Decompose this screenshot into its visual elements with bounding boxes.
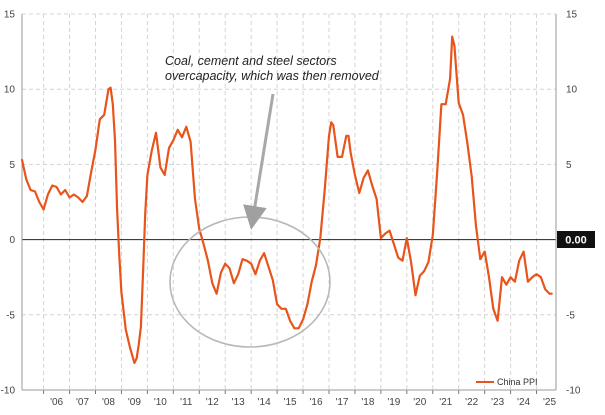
axis-layer: -10-10-5-5005510101515'06'07'08'09'10'11… bbox=[1, 10, 581, 409]
annotation-layer: Coal, cement and steel sectors overcapac… bbox=[165, 54, 380, 348]
y-tick-label-left: 0 bbox=[9, 235, 15, 246]
x-tick-label: '18 bbox=[361, 397, 374, 408]
last-value-badge-bg bbox=[557, 231, 595, 248]
y-tick-label-left: 10 bbox=[4, 85, 16, 96]
y-tick-label-right: 5 bbox=[566, 160, 572, 171]
x-tick-label: '10 bbox=[154, 397, 167, 408]
y-tick-label-left: 15 bbox=[4, 10, 16, 21]
x-tick-label: '07 bbox=[76, 397, 89, 408]
last-value-label: 0.00 bbox=[565, 235, 586, 247]
x-tick-label: '19 bbox=[387, 397, 400, 408]
y-tick-label-left: -5 bbox=[6, 310, 15, 321]
x-tick-label: '06 bbox=[50, 397, 63, 408]
series-line-china-ppi bbox=[20, 35, 553, 364]
x-tick-label: '09 bbox=[128, 397, 141, 408]
x-tick-label: '15 bbox=[284, 397, 297, 408]
y-tick-label-right: -5 bbox=[566, 310, 575, 321]
x-tick-label: '16 bbox=[310, 397, 323, 408]
y-tick-label-right: -10 bbox=[566, 386, 581, 397]
annotation-line-2: overcapacity, which was then removed bbox=[165, 69, 380, 83]
last-value-badge: 0.00 bbox=[557, 231, 595, 248]
x-tick-label: '23 bbox=[491, 397, 504, 408]
y-tick-label-left: -10 bbox=[1, 386, 16, 397]
annotation-arrow bbox=[243, 93, 275, 230]
x-tick-label: '22 bbox=[465, 397, 478, 408]
legend-label-china-ppi: China PPI bbox=[497, 377, 538, 387]
x-tick-label: '08 bbox=[102, 397, 115, 408]
x-tick-label: '20 bbox=[413, 397, 426, 408]
x-tick-label: '13 bbox=[232, 397, 245, 408]
x-tick-label: '14 bbox=[258, 397, 271, 408]
x-tick-label: '12 bbox=[206, 397, 219, 408]
x-tick-label: '17 bbox=[335, 397, 348, 408]
legend: China PPI bbox=[476, 377, 538, 387]
series-layer bbox=[20, 35, 553, 364]
annotation-line-1: Coal, cement and steel sectors bbox=[165, 54, 337, 68]
y-tick-label-left: 5 bbox=[9, 160, 15, 171]
x-tick-label: '25 bbox=[543, 397, 556, 408]
x-tick-label: '24 bbox=[517, 397, 530, 408]
y-tick-label-right: 10 bbox=[566, 85, 578, 96]
y-tick-label-right: 15 bbox=[566, 10, 578, 21]
x-tick-label: '21 bbox=[439, 397, 452, 408]
x-tick-label: '11 bbox=[180, 397, 193, 408]
